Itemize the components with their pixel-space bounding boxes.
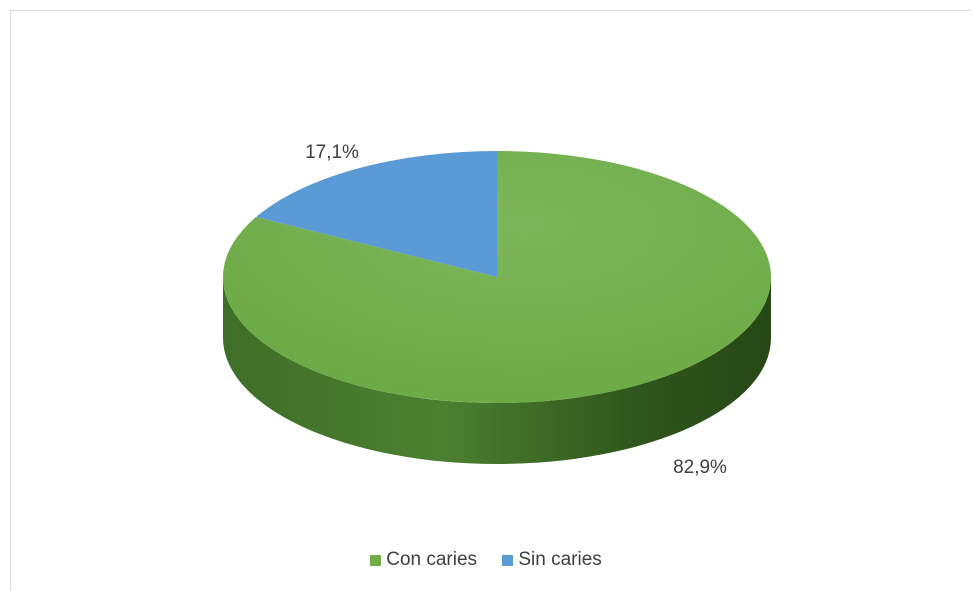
data-label-sin-caries: 17,1% (305, 142, 359, 163)
pie-top-face (222, 151, 771, 403)
pie-data-labels: 82,9% 17,1% (305, 142, 727, 478)
legend-label-sin-caries: Sin caries (518, 549, 602, 570)
legend-swatch-sin-caries (502, 554, 514, 566)
legend-label-con-caries: Con caries (386, 549, 478, 570)
legend-swatch-con-caries (370, 554, 382, 566)
pie-side-con-caries (223, 277, 771, 464)
pie-slice-sin-caries (256, 151, 497, 277)
legend-item-con-caries: Con caries (370, 549, 477, 571)
legend-item-sin-caries: Sin caries (502, 549, 602, 571)
data-label-con-caries: 82,9% (673, 457, 727, 478)
legend: Con caries Sin caries (0, 549, 972, 572)
pie-side-wall (223, 277, 771, 464)
